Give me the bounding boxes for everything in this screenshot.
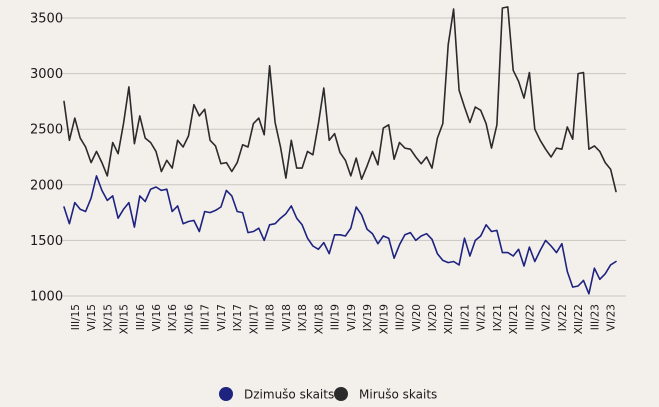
legend-label: Dzimušo skaits <box>244 388 334 402</box>
x-tick-label: XII/19 <box>378 304 390 334</box>
y-tick-label: 1500 <box>30 234 63 249</box>
x-tick-label: IX/22 <box>557 304 569 331</box>
x-tick-label: III/15 <box>70 304 82 330</box>
x-tick-label: VI/20 <box>411 304 423 331</box>
x-axis-ticks: III/15 VI/15 IX/15 XII/15 III/16 VI/16 IX/16 XI… <box>70 304 618 335</box>
series-line-deaths <box>63 6 617 193</box>
x-tick-label: XII/16 <box>183 304 195 335</box>
x-tick-label: VI/19 <box>346 304 358 331</box>
x-tick-label: VI/16 <box>151 304 163 331</box>
x-tick-label: XII/15 <box>119 304 131 334</box>
x-tick-label: IX/17 <box>232 304 244 331</box>
x-tick-label: XII/20 <box>443 304 455 334</box>
x-tick-label: XII/17 <box>248 304 260 334</box>
y-tick-label: 1000 <box>30 290 63 305</box>
y-tick-label: 2000 <box>30 178 63 193</box>
x-tick-label: III/19 <box>330 304 342 330</box>
x-tick-label: III/22 <box>524 304 536 330</box>
x-tick-label: IX/15 <box>102 304 114 331</box>
x-tick-label: VI/21 <box>476 304 488 331</box>
y-tick-label: 3500 <box>30 12 63 27</box>
x-tick-label: VI/22 <box>541 304 553 331</box>
gridlines <box>60 17 626 297</box>
x-tick-label: III/18 <box>265 304 277 330</box>
x-tick-label: III/20 <box>395 304 407 330</box>
x-tick-label: XII/22 <box>573 304 585 334</box>
y-tick-label: 3000 <box>30 67 63 82</box>
x-tick-label: IX/20 <box>427 304 439 331</box>
x-tick-label: XII/21 <box>508 304 520 334</box>
x-tick-label: IX/18 <box>297 304 309 331</box>
x-tick-label: IX/16 <box>167 304 179 332</box>
legend-label: Mirušo skaits <box>359 388 437 402</box>
x-tick-label: IX/19 <box>362 304 374 331</box>
x-tick-label: III/17 <box>200 304 212 330</box>
series-line-births <box>63 175 617 295</box>
legend: Dzimušo skaits Mirušo skaits <box>219 387 437 402</box>
x-tick-label: III/21 <box>459 304 471 330</box>
legend-marker <box>334 387 348 401</box>
x-tick-label: VI/18 <box>281 304 293 331</box>
x-tick-label: VI/17 <box>216 304 228 331</box>
x-tick-label: III/23 <box>589 304 601 330</box>
legend-marker <box>219 387 233 401</box>
x-tick-label: IX/21 <box>492 304 504 331</box>
x-tick-label: XII/18 <box>313 304 325 334</box>
x-tick-label: VI/23 <box>606 304 618 331</box>
y-tick-label: 2500 <box>30 123 63 138</box>
series-lines <box>63 6 617 295</box>
x-tick-label: VI/15 <box>86 304 98 331</box>
y-axis-ticks: 1000 1500 2000 2500 3000 3500 <box>30 12 63 305</box>
x-tick-label: III/16 <box>135 304 147 331</box>
